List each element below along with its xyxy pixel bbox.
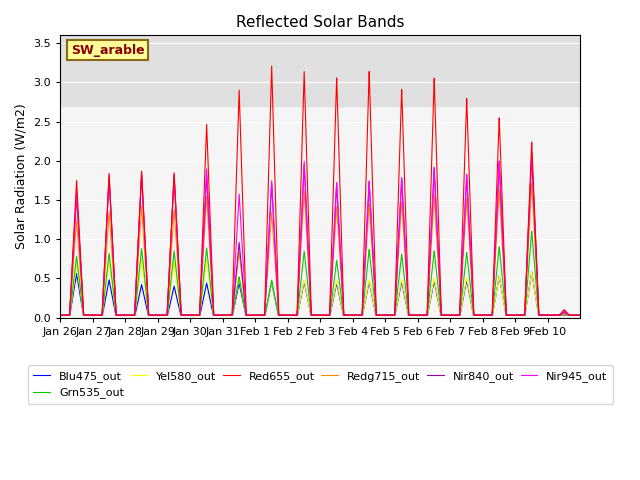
Nir945_out [442,312,450,318]
Grn535_out [83,312,90,318]
Blu475_out [387,312,395,318]
Blu475_out [56,312,64,318]
Redg715_out [528,180,536,186]
Blu475_out [83,312,90,318]
Nir945_out [245,312,253,318]
Yel580_out [442,312,450,318]
Nir840_out [364,200,372,206]
Legend: Blu475_out, Grn535_out, Yel580_out, Red655_out, Redg715_out, Nir840_out, Nir945_: Blu475_out, Grn535_out, Yel580_out, Red6… [28,365,613,404]
Grn535_out [577,312,584,318]
Yel580_out [138,257,145,263]
Red655_out [470,312,477,318]
Grn535_out [442,312,450,318]
Grn535_out [528,228,536,234]
Yel580_out [56,312,64,318]
Blu475_out [245,312,253,318]
Red655_out [442,312,450,318]
Bar [60,36,580,106]
Line: Grn535_out: Grn535_out [60,231,580,315]
Redg715_out [364,218,372,224]
Red655_out [245,312,253,318]
Red655_out [387,312,395,318]
Blu475_out [577,312,584,318]
Nir945_out [528,150,536,156]
Yel580_out [387,312,395,318]
Yel580_out [470,312,477,318]
Nir840_out [245,312,253,318]
Yel580_out [577,312,584,318]
Redg715_out [83,312,90,318]
Blu475_out [470,312,477,318]
Yel580_out [83,312,90,318]
Grn535_out [470,312,477,318]
Line: Yel580_out: Yel580_out [60,260,580,315]
Red655_out [577,312,584,318]
Title: Reflected Solar Bands: Reflected Solar Bands [236,15,404,30]
Nir945_out [470,312,477,318]
Nir945_out [83,312,90,318]
Blu475_out [442,312,450,318]
Y-axis label: Solar Radiation (W/m2): Solar Radiation (W/m2) [15,104,28,249]
Redg715_out [387,312,395,318]
Nir840_out [470,312,477,318]
Red655_out [364,102,372,108]
Redg715_out [470,312,477,318]
Red655_out [56,312,64,318]
Redg715_out [577,312,584,318]
Grn535_out [364,257,372,263]
Nir840_out [83,312,90,318]
Nir945_out [56,312,64,318]
Blu475_out [364,284,372,290]
Nir945_out [577,312,584,318]
Yel580_out [364,282,372,288]
Line: Nir945_out: Nir945_out [60,153,580,315]
Red655_out [268,63,275,69]
Text: SW_arable: SW_arable [71,44,145,57]
Redg715_out [245,312,253,318]
Nir840_out [577,312,584,318]
Line: Red655_out: Red655_out [60,66,580,315]
Redg715_out [56,312,64,318]
Line: Redg715_out: Redg715_out [60,183,580,315]
Nir840_out [442,312,450,318]
Nir945_out [387,312,395,318]
Nir945_out [364,198,372,204]
Grn535_out [56,312,64,318]
Yel580_out [245,312,253,318]
Grn535_out [387,312,395,318]
Line: Nir840_out: Nir840_out [60,156,580,315]
Blu475_out [528,269,536,275]
Nir840_out [56,312,64,318]
Grn535_out [245,312,253,318]
Nir840_out [528,153,536,159]
Line: Blu475_out: Blu475_out [60,272,580,315]
Nir840_out [387,312,395,318]
Red655_out [83,312,90,318]
Redg715_out [442,312,450,318]
